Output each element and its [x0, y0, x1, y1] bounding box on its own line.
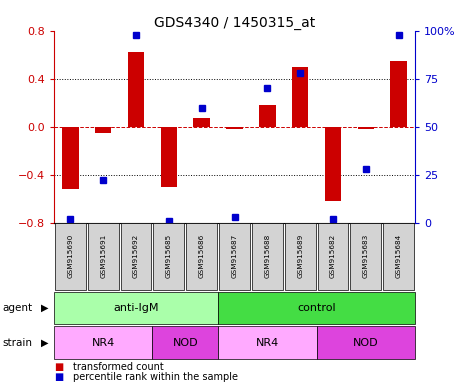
Text: GSM915683: GSM915683	[363, 234, 369, 278]
Text: agent: agent	[2, 303, 32, 313]
Bar	[226, 127, 242, 129]
Text: GSM915687: GSM915687	[232, 234, 237, 278]
Bar	[357, 127, 374, 129]
Text: GSM915682: GSM915682	[330, 234, 336, 278]
Title: GDS4340 / 1450315_at: GDS4340 / 1450315_at	[154, 16, 315, 30]
Text: GSM915688: GSM915688	[265, 234, 270, 278]
Text: ▶: ▶	[41, 303, 48, 313]
Bar	[193, 118, 210, 127]
Bar	[292, 67, 308, 127]
Text: GSM915689: GSM915689	[297, 234, 303, 278]
Text: GSM915692: GSM915692	[133, 234, 139, 278]
Text: GSM915684: GSM915684	[396, 234, 401, 278]
Text: GSM915685: GSM915685	[166, 234, 172, 278]
Text: transformed count: transformed count	[73, 362, 163, 372]
Bar	[259, 105, 275, 127]
Text: NR4: NR4	[256, 338, 279, 348]
Bar	[160, 127, 177, 187]
Bar	[62, 127, 78, 189]
Text: NOD: NOD	[353, 338, 378, 348]
Text: control: control	[297, 303, 336, 313]
Text: GSM915691: GSM915691	[100, 234, 106, 278]
Text: ■: ■	[54, 362, 63, 372]
Bar	[325, 127, 341, 201]
Text: GSM915686: GSM915686	[199, 234, 204, 278]
Text: GSM915690: GSM915690	[68, 234, 73, 278]
Bar	[128, 52, 144, 127]
Text: ▶: ▶	[41, 338, 48, 348]
Text: NOD: NOD	[173, 338, 198, 348]
Bar	[390, 61, 407, 127]
Text: strain: strain	[2, 338, 32, 348]
Bar	[95, 127, 111, 133]
Text: anti-IgM: anti-IgM	[113, 303, 159, 313]
Text: NR4: NR4	[91, 338, 115, 348]
Text: ■: ■	[54, 372, 63, 382]
Text: percentile rank within the sample: percentile rank within the sample	[73, 372, 238, 382]
